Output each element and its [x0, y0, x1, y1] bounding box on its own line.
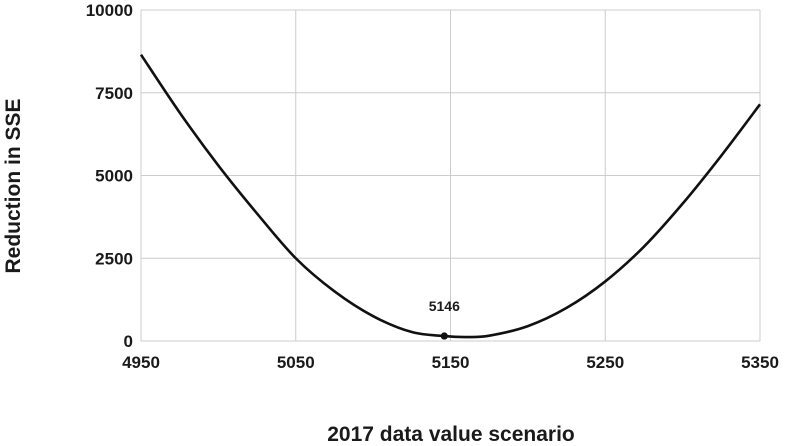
- y-tick-label: 5000: [95, 167, 133, 186]
- x-tick-label: 5050: [277, 353, 315, 372]
- y-tick-label: 0: [124, 332, 133, 351]
- tick-labels: 4950 5050 5150 5250 5350 0 2500 5000 7500 10000: [86, 1, 779, 372]
- grid: [140, 9, 761, 342]
- x-tick-label: 5250: [586, 353, 624, 372]
- y-tick-label: 7500: [95, 84, 133, 103]
- y-tick-label: 2500: [95, 249, 133, 268]
- x-axis-label: 2017 data value scenario: [327, 423, 574, 446]
- annotation-label: 5146: [429, 298, 460, 314]
- y-tick-label: 10000: [86, 1, 133, 20]
- x-tick-label: 5350: [741, 353, 779, 372]
- series-line-0: [139, 53, 762, 339]
- plot-area: 5146: [139, 53, 762, 340]
- x-tick-label: 5150: [432, 353, 470, 372]
- x-tick-label: 4950: [122, 353, 160, 372]
- y-axis-label: Reduction in SSE: [2, 98, 25, 273]
- annotation-point: [440, 332, 448, 340]
